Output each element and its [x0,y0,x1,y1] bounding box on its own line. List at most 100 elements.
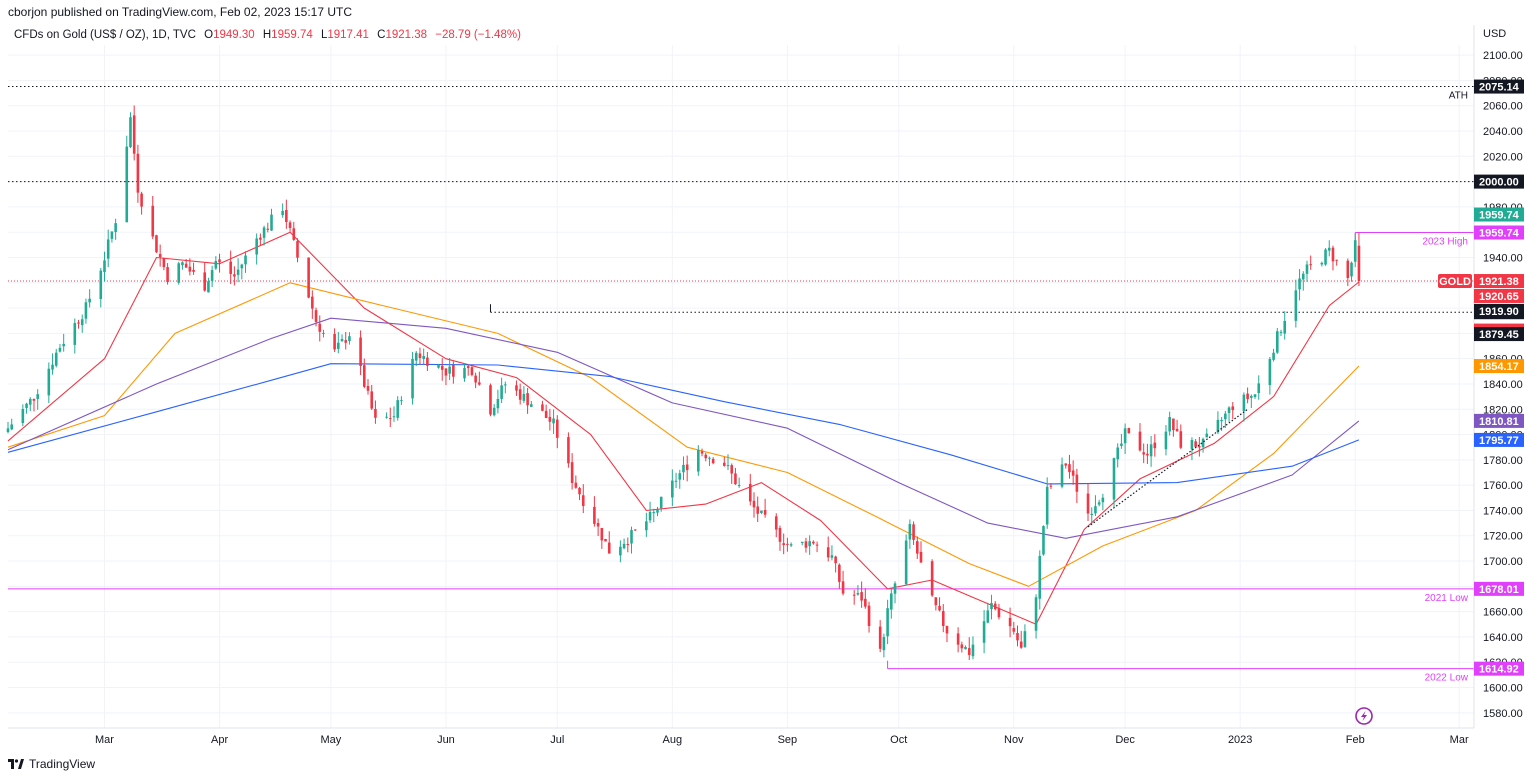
candle-body [578,487,581,495]
candle-body [158,254,162,258]
y-tick-label: 2100.00 [1483,50,1523,62]
x-tick-label: Apr [211,734,228,746]
candle-body [912,524,915,540]
candle-body [1190,440,1194,450]
candle-body [830,555,834,558]
candle-body [1138,431,1142,451]
candle-body [633,529,637,531]
candle-body [1149,444,1153,457]
y-tick-label: 1820.00 [1483,404,1523,416]
candle-body [622,543,626,549]
time-axis[interactable]: Mar Apr May Jun Jul Aug Sep Oct Nov Dec 2023 Feb Mar [8,727,1474,746]
symbol-legend: CFDs on Gold (US$ / OZ), 1D, TVC O1949.3… [14,26,521,44]
candle-body [812,541,815,544]
candle-body [1224,413,1227,420]
candle-body [255,238,258,255]
candle-body [1231,406,1235,411]
candle-body [366,386,370,391]
candle-body [1272,352,1275,360]
candle-body [1283,320,1287,334]
candle-body [882,637,886,651]
candle-body [1075,474,1079,492]
candle-body [971,644,975,657]
candle-body [1049,485,1053,487]
y-tick-label: 2040.00 [1483,126,1523,138]
candle-body [500,385,503,399]
candle-body [36,394,39,399]
price-tag-text: 1614.92 [1479,664,1519,676]
high-value: 1959.74 [271,29,313,41]
candle-body [1045,486,1049,525]
candle-body [730,465,734,474]
candle-body [1216,419,1220,433]
candle-body [1309,264,1312,266]
y-tick-label: 1720.00 [1483,531,1523,543]
candle-body [6,428,10,433]
symbol-tag-bg [1438,274,1472,289]
candle-body [84,302,88,319]
trendline[interactable] [1087,408,1248,528]
candle-body [362,365,366,387]
x-tick-label: Feb [1346,734,1365,746]
candle-body [181,262,184,266]
candle-body [1060,464,1064,487]
candle-body [21,409,25,424]
candle-body [1038,555,1042,599]
tradingview-logo-icon [8,759,24,769]
candle-body [782,543,785,545]
candle-body [645,521,648,531]
candle-body [904,540,908,585]
candle-body [964,647,967,650]
currency-label: USD [1483,28,1506,40]
candle-body [136,153,140,193]
price-tag: 1854.17 [1474,359,1524,374]
candle-body [1112,458,1116,500]
candle-body [674,480,678,482]
candle-body [504,384,507,386]
candle-body [318,323,322,332]
replay-icon[interactable] [1355,707,1373,725]
moving-average-line [7,282,1360,587]
candle-body [207,281,210,293]
footer-brand[interactable]: TradingView [29,757,96,771]
price-axis[interactable]: 1580.001600.001620.001640.001660.001680.… [1473,25,1523,728]
candle-body [492,407,496,416]
symbol-name[interactable]: CFDs on Gold (US$ / OZ), 1D, TVC [14,29,196,41]
symbol-tag-text: GOLD [1439,276,1471,288]
candle-body [619,546,622,556]
x-tick-label: Dec [1115,734,1135,746]
candle-body [1324,249,1327,265]
price-tag: 2075.14 [1474,79,1524,94]
candle-body [77,322,80,324]
reference-note: 2022 Low [1425,673,1469,684]
candle-body [110,231,114,239]
candle-body [734,473,737,485]
candle-body [990,603,993,609]
y-tick-label: 1760.00 [1483,480,1523,492]
candle-body [1019,641,1023,648]
candle-body [815,544,819,546]
candle-body [418,353,422,358]
candle-body [437,365,440,368]
candle-body [28,398,32,405]
candle-body [967,648,971,655]
candle-body [678,473,682,480]
candle-body [374,408,377,418]
candle-body [400,400,403,402]
candle-body [58,347,62,352]
candle-body [786,543,789,545]
candle-body [1353,240,1357,262]
moving-average-line [7,317,1360,539]
candle-body [1097,502,1101,505]
y-tick-label: 1840.00 [1483,379,1523,391]
price-tag-bg [1474,581,1524,596]
candle-body [262,227,266,238]
candle-body [411,358,414,399]
candle-body [800,541,804,543]
candle-body [210,270,214,281]
price-tag: 1959.74 [1474,207,1524,222]
reference-notes: ATH 2021 Low 2022 Low 2023 High [1422,91,1468,684]
candle-body [474,375,477,383]
chart-grid [8,45,1474,728]
